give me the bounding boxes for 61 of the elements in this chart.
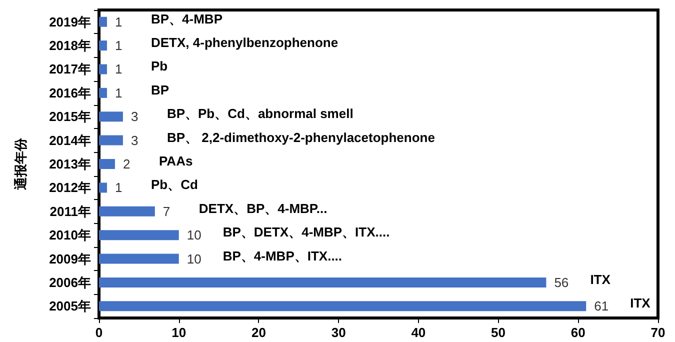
y-tick-label: 2006年 [49, 274, 91, 290]
x-tick-label: 0 [95, 325, 103, 340]
annotation: BP、4-MBP [150, 11, 223, 26]
bar [99, 88, 107, 98]
bar [99, 16, 107, 27]
bar [99, 206, 155, 216]
y-tick-label: 2016年 [49, 85, 91, 100]
data-label: 3 [130, 132, 138, 148]
x-tick-label: 30 [331, 325, 346, 340]
annotation: PAAs [158, 154, 193, 168]
annotation: BP [150, 82, 170, 98]
data-label: 7 [162, 204, 170, 219]
data-label: 1 [114, 38, 122, 54]
y-axis-title: 通报年份 [13, 137, 28, 191]
bar [99, 64, 107, 74]
y-tick-label: 2015年 [49, 109, 91, 124]
x-tick-label: 20 [251, 325, 266, 340]
bar [99, 112, 123, 122]
x-tick-label: 10 [172, 325, 186, 340]
annotation: BP、Pb、Cd、abnormal smell [166, 106, 354, 122]
data-label: 1 [114, 180, 122, 196]
y-tick-label: 2012年 [49, 180, 91, 196]
data-label: 56 [554, 274, 569, 290]
bar [99, 182, 107, 193]
y-tick-label: 2011年 [50, 204, 91, 219]
x-tick-label: 70 [650, 325, 666, 340]
bar [99, 135, 123, 146]
y-tick-label: 2017年 [49, 62, 91, 77]
annotation: Pb [150, 58, 168, 74]
y-tick-label: 2019年 [49, 14, 91, 30]
x-tick-label: 60 [570, 325, 586, 340]
y-tick-label: 2013年 [49, 156, 91, 172]
annotation: DETX、BP、4-MBP... [198, 200, 328, 216]
annotation: BP、DETX、4-MBP、ITX.... [222, 224, 390, 240]
y-tick-label: 2010年 [49, 228, 91, 243]
annotation: DETX, 4-phenylbenzophenone [150, 35, 338, 50]
y-tick-label: 2009年 [49, 251, 91, 266]
data-label: 1 [114, 85, 122, 100]
x-tick-label: 40 [411, 325, 426, 340]
data-label: 10 [186, 251, 202, 266]
x-tick-label: 50 [491, 325, 506, 340]
bar [99, 301, 586, 312]
bar [99, 159, 115, 169]
bar [99, 230, 179, 240]
y-tick-label: 2005年 [49, 298, 91, 314]
annotation: Pb、Cd [150, 177, 198, 192]
y-tick-label: 2018年 [49, 38, 91, 54]
data-label: 1 [114, 14, 122, 30]
data-label: 10 [186, 228, 202, 243]
annotation: ITX [590, 272, 611, 287]
data-label: 61 [594, 298, 609, 314]
bar [99, 277, 546, 288]
bar [99, 254, 179, 264]
annotation: ITX [630, 296, 651, 311]
y-tick-label: 2014年 [49, 132, 91, 148]
annotation: BP、 2,2-dimethoxy-2-phenylacetophenone [166, 130, 435, 145]
data-label: 1 [114, 62, 122, 77]
data-label: 2 [122, 156, 130, 172]
annotation: BP、4-MBP、ITX.... [222, 248, 342, 264]
data-label: 3 [130, 109, 138, 124]
bar [99, 40, 107, 51]
